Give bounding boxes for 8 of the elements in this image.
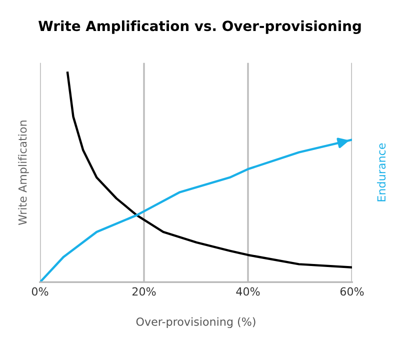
x-tick-label: 20%	[132, 287, 156, 296]
x-tick-label: 0%	[32, 287, 48, 296]
y-axis-title: Write Amplification	[18, 120, 29, 226]
y2-axis-title: Endurance	[377, 143, 386, 202]
chart-title: Write Amplification vs. Over-provisioning	[38, 20, 361, 34]
x-tick-label: 40%	[236, 287, 260, 296]
x-tick-label: 60%	[340, 287, 364, 296]
x-axis-title: Over-provisioning (%)	[136, 317, 256, 328]
